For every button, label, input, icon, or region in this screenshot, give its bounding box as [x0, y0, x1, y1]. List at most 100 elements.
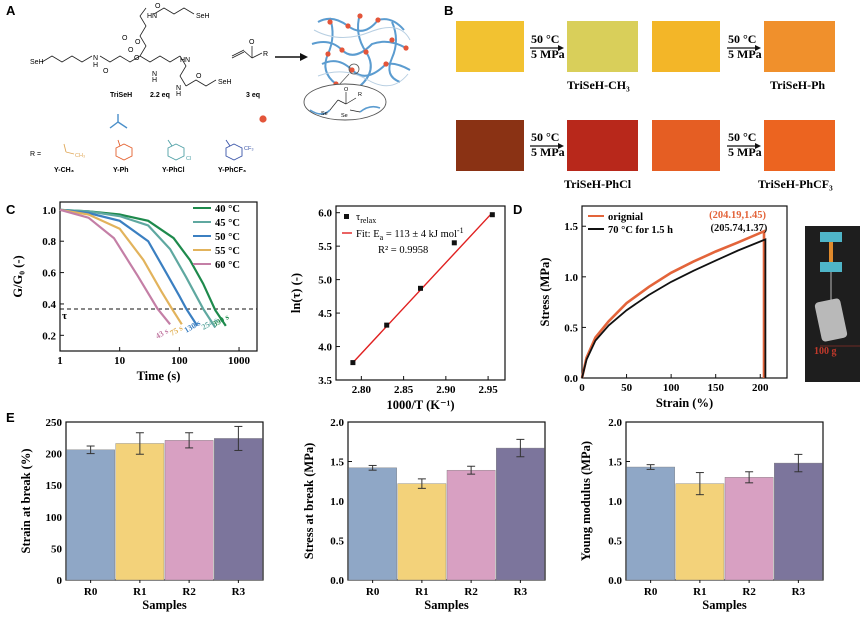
crosslink-zoom-circle: [303, 83, 387, 121]
arrh-ytick-label: 3.5: [318, 375, 332, 387]
arrh-legend-points: τrelax: [356, 212, 376, 225]
modulus-xtick-label-R1: R1: [693, 586, 706, 598]
relax-tau-value-3: 75 s: [168, 323, 184, 337]
stress-bar-R0: [348, 467, 397, 581]
arrh-legend-fit: Fit: Ea = 113 ± 4 kJ mol-1: [356, 226, 464, 242]
ss-xlabel: Strain (%): [656, 396, 713, 410]
arrh-ylabel: ln(τ) (-): [289, 273, 303, 313]
modulus-bar-R0: [626, 466, 675, 581]
photo-film-phcl: [567, 120, 638, 171]
relax-ytick-label: 0.8: [42, 236, 56, 248]
ss-annotation-1: (205.74,1.37): [711, 223, 768, 234]
trisech-molecule: [41, 7, 217, 87]
name-trisech-ch3: TriSeH-CH₃: [567, 78, 630, 92]
stress-xtick-label-R3: R3: [514, 586, 528, 598]
arrh-ytick-label: 4.5: [318, 308, 332, 320]
weight-label: 100 g: [814, 346, 837, 357]
ss-legend-label-1: 70 °C for 1.5 h: [608, 225, 673, 236]
stress-ytick-label: 2.0: [330, 417, 344, 429]
arrh-xtick-label: 2.85: [394, 384, 414, 396]
arrh-point: [418, 285, 423, 291]
r-equals-label: R =: [30, 151, 41, 158]
strain-frame: [65, 421, 264, 581]
mol-label-h2: H: [176, 91, 181, 98]
relax-xlabel: Time (s): [137, 369, 181, 383]
stress-xlabel: Samples: [424, 598, 469, 612]
ss-ytick-label: 0.0: [564, 373, 578, 385]
strain-ytick-label: 50: [51, 543, 63, 555]
strain-xlabel: Samples: [142, 598, 187, 612]
mol-label-h1: H: [93, 62, 98, 69]
ss-ytick-label: 1.5: [564, 221, 578, 233]
relax-tau-value-2: 130 s: [183, 318, 202, 334]
arrh-xlabel: 1000/T (K⁻¹): [386, 398, 454, 412]
panel-label-a: A: [6, 3, 16, 18]
crosslink-se1-label: Se: [321, 111, 328, 117]
ss-xtick-label: 200: [752, 382, 769, 394]
modulus-ytick-label: 0.5: [608, 536, 622, 548]
relax-xtick-label: 1000: [228, 355, 251, 367]
mol-label-o6: O: [134, 55, 140, 62]
chart-stress-strain: 0 50 100 150 200 0.0 0.5 1.0 1.5 Strain (%) Stress…: [538, 205, 788, 410]
relax-tau-value-4: 43 s: [154, 326, 170, 340]
r-phcl-structure: [167, 139, 185, 161]
mol-label-n1: N: [93, 55, 98, 62]
eq-label-1: 2.2 eq: [150, 92, 170, 99]
strain-xtick-label-R3: R3: [232, 586, 246, 598]
modulus-ytick-label: 1.0: [608, 496, 622, 508]
strain-ytick-label: 250: [46, 417, 63, 429]
r-name-ph: Y-Ph: [113, 167, 129, 174]
ss-legend-label-0: orignial: [608, 212, 643, 223]
panel-b-photos: 50 °C 5 MPa 50 °C 5 MPa 50 °C 5 MPa 50 °…: [456, 21, 835, 191]
mol-label-n2: N: [176, 85, 181, 92]
relax-tau-label: τ: [62, 310, 67, 322]
relax-series-2: [59, 208, 199, 327]
ss-xtick-label: 150: [707, 382, 724, 394]
cond-press-4: 5 MPa: [728, 145, 762, 159]
panel-label-e: E: [6, 410, 15, 425]
ss-ytick-label: 0.5: [564, 322, 578, 334]
ynone-r-label: R: [263, 51, 268, 58]
chart-stress-relaxation: 1 10 100 1000 0.2 0.4 0.6 0.8 1.0 Time (s) G/G₀ (-…: [11, 201, 258, 383]
photo-film-phcf3: [764, 120, 835, 171]
ss-ytick-label: 1.0: [564, 272, 578, 284]
strain-ytick-label: 150: [46, 480, 63, 492]
name-trisech-phcl: TriSeH-PhCl: [564, 177, 632, 191]
strain-ytick-label: 0: [57, 575, 63, 587]
mol-label-seh-top: SeH: [196, 13, 210, 20]
panel-label-c: C: [6, 202, 16, 217]
mol-label-hn1: HN: [147, 13, 157, 20]
modulus-bar-R1: [675, 483, 725, 581]
relax-series-3: [59, 208, 183, 325]
panel-b-arrowheads: [558, 45, 761, 149]
panel-label-b: B: [444, 3, 453, 18]
cond-press-3: 5 MPa: [531, 145, 565, 159]
trisech-label: TriSeH: [110, 92, 132, 99]
ss-series-0: [580, 229, 766, 379]
synthesis-scheme: SeH H N O HN O HN O N H SeH N H O O SeH …: [30, 3, 411, 174]
strain-xtick-label-R0: R0: [84, 586, 98, 598]
arrh-xtick-label: 2.80: [352, 384, 372, 396]
stress-ylabel: Stress at break (MPa): [302, 443, 316, 560]
relax-series-1: [59, 208, 217, 329]
r-name-ch3: Y-CH₃: [54, 167, 74, 174]
arrh-ytick-label: 5.0: [318, 275, 332, 287]
chart-stress-at-break: 0.0 0.5 1.0 1.5 2.0 R0 R1 R2 R3 Samples Stress at …: [302, 417, 546, 612]
mol-label-o4: O: [122, 35, 128, 42]
ss-series-1: [581, 238, 767, 379]
mol-label-seh-right: SeH: [218, 79, 232, 86]
chart-arrhenius-fit: 2.80 2.85 2.90 2.95 3.5 4.0 4.5 5.0 5.5 6.0 1000/T…: [289, 205, 506, 412]
modulus-bar-R2: [724, 477, 774, 581]
r-phcf3-sub: CF₃: [244, 146, 254, 152]
strain-ylabel: Strain at break (%): [19, 449, 33, 554]
r-phcf3-structure: [225, 139, 243, 161]
relax-xtick-label: 100: [171, 355, 188, 367]
photo-raw-ph: [652, 21, 720, 72]
modulus-ytick-label: 0.0: [608, 575, 622, 587]
r-ch3-sub: CH₃: [75, 153, 85, 159]
r-ch3-structure: [63, 143, 75, 155]
modulus-xtick-label-R0: R0: [644, 586, 658, 598]
relax-ylabel: G/G₀ (-): [11, 255, 25, 297]
mol-label-o1: O: [103, 68, 109, 75]
